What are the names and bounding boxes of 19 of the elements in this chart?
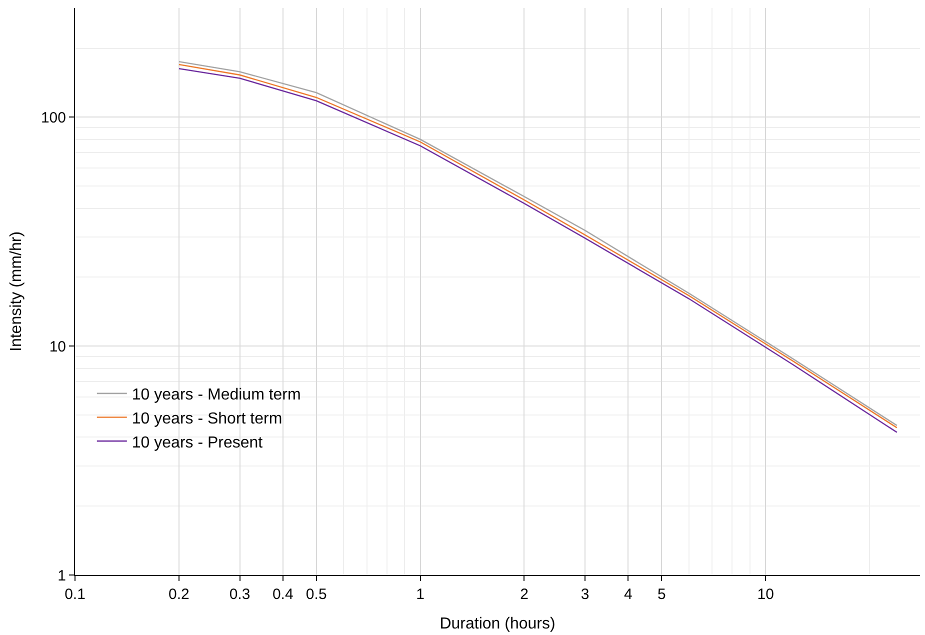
x-tick-label: 4 [624,586,632,603]
legend-label: 10 years - Short term [132,410,282,428]
x-tick-label: 10 [757,586,774,603]
x-tick-label: 0.2 [168,586,190,603]
y-tick-label: 1 [58,567,66,584]
y-tick-label: 10 [49,338,66,356]
x-tick-label: 0.3 [229,586,250,603]
x-axis-title: Duration (hours) [440,616,556,633]
x-tick-label: 0.4 [272,586,294,603]
legend-label: 10 years - Medium term [132,386,301,404]
x-tick-label: 0.5 [306,586,327,603]
x-tick-label: 2 [520,586,528,603]
x-tick-label: 3 [580,586,590,603]
x-tick-label: 5 [657,586,666,603]
y-tick-label: 100 [40,109,66,126]
x-tick-label: 0.1 [64,586,86,603]
y-axis-title: Intensity (mm/hr) [8,231,25,352]
x-tick-label: 1 [416,586,424,603]
legend-label: 10 years - Present [132,434,264,452]
